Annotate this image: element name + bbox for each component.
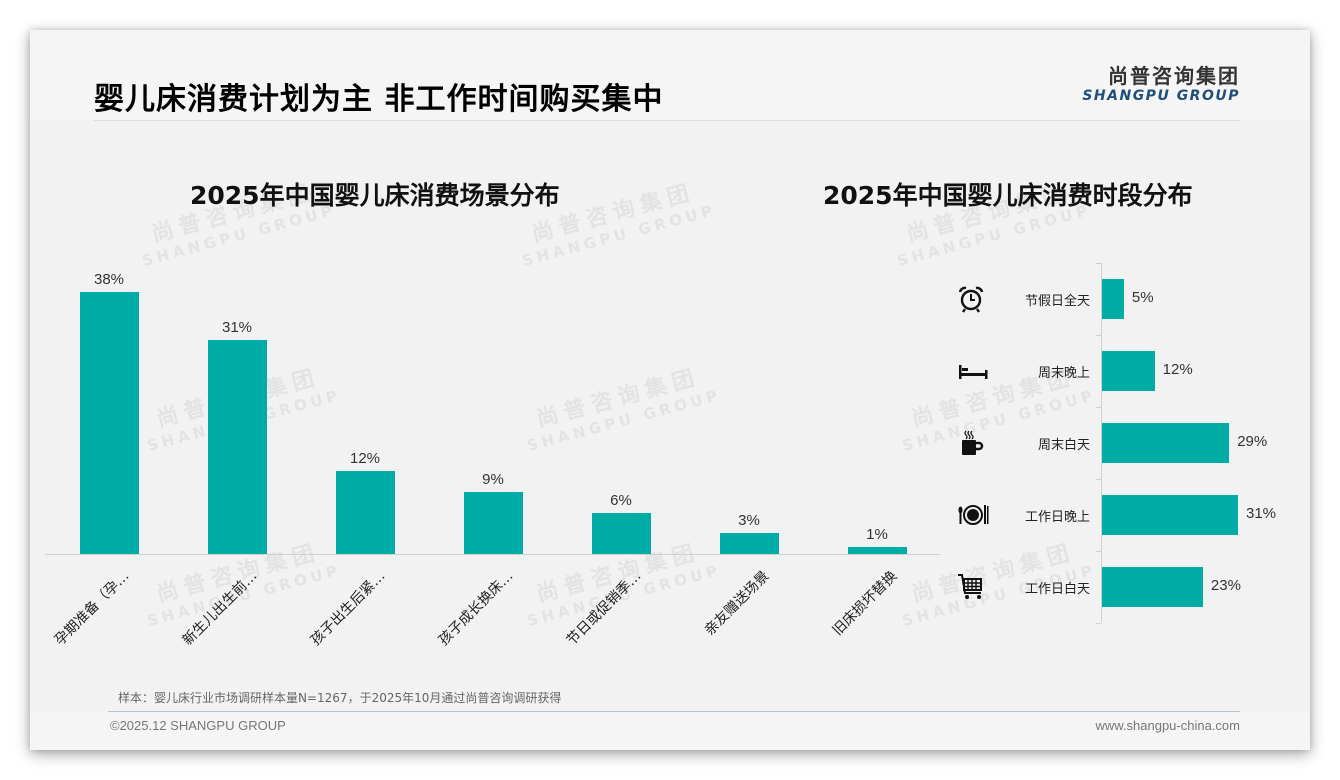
logo: 尚普咨询集团 SHANGPU GROUP [1080,64,1240,104]
time-chart-title: 2025年中国婴儿床消费时段分布 [823,181,1193,210]
axis-tick [1096,335,1101,336]
axis-tick [1096,263,1101,264]
x-axis-line [45,554,940,555]
bar [1102,495,1238,535]
bar [1102,423,1230,463]
bar-value-label: 3% [738,512,760,530]
bar-value-label: 12% [349,450,381,468]
sample-note: 样本：婴儿床行业市场调研样本量N=1267，于2025年10月通过尚普咨询调研获… [118,691,562,705]
bar-value-label: 23% [1210,577,1241,594]
bar-value-label: 38% [93,271,125,288]
bar-value-label: 1% [866,526,888,544]
axis-tick [1096,623,1101,624]
slide: 婴儿床消费计划为主 非工作时间购买集中 尚普咨询集团 SHANGPU GROUP… [30,30,1310,750]
footer-website: www.shangpu-china.com [1095,718,1240,733]
bar-group: 31% [173,260,301,555]
bar [208,340,267,554]
scene-bar-chart: 38% 孕期准备（孕… 31% 新生儿出生前… 12% 孩子出生后紧… 9% 孩子成长换床… 6… [45,260,941,649]
footer-divider [108,711,1240,712]
axis-tick [1096,551,1101,552]
bar-value-label: 31% [1246,505,1277,522]
logo-en: SHANGPU GROUP [1082,88,1240,104]
bar [848,547,907,554]
bar-value-label: 9% [482,470,504,488]
bar [1102,567,1203,607]
bar [1102,351,1155,391]
time-bar-chart: 5% 12% 29% 31% 23% [1096,263,1301,624]
bar-group: 1% [813,260,941,555]
plate-cutlery-icon [956,500,990,530]
bar-group: 12% [301,260,429,555]
bar-group: 9% [429,260,557,555]
axis-tick [1096,479,1101,480]
bar [1102,279,1124,319]
bar-value-label: 31% [221,319,253,337]
bar [80,292,139,554]
bar-group: 6% [557,260,685,555]
bed-icon [956,356,990,386]
bar-group: 38% [45,260,173,555]
category-label: 节假日全天 [1024,294,1090,309]
category-label: 工作日白天 [1024,582,1090,597]
category-label: 工作日晚上 [1024,510,1090,525]
header-divider [94,120,1240,121]
bar [592,512,651,554]
bar [464,491,523,554]
scene-chart-title: 2025年中国婴儿床消费场景分布 [190,181,560,210]
bar-value-label: 29% [1237,433,1268,450]
y-axis-line [1101,263,1102,623]
bar [336,471,395,554]
footer-copyright: ©2025.12 SHANGPU GROUP [110,718,286,733]
logo-cn: 尚普咨询集团 [1108,64,1240,88]
bar-value-label: 5% [1131,289,1154,306]
bar [720,533,779,554]
coffee-cup-icon [956,428,990,458]
bar-value-label: 6% [610,491,632,509]
alarm-clock-icon [956,284,990,314]
axis-tick [1096,407,1101,408]
bar-group: 3% [685,260,813,555]
category-label: 周末白天 [1037,438,1090,453]
category-label: 周末晚上 [1037,366,1090,381]
bar-value-label: 12% [1162,361,1193,378]
shopping-cart-icon [956,572,990,602]
page-title: 婴儿床消费计划为主 非工作时间购买集中 [94,82,664,117]
